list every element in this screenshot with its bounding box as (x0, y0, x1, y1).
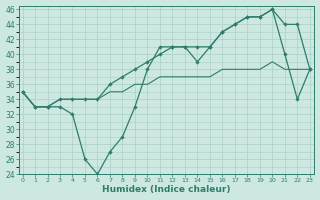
X-axis label: Humidex (Indice chaleur): Humidex (Indice chaleur) (102, 185, 230, 194)
